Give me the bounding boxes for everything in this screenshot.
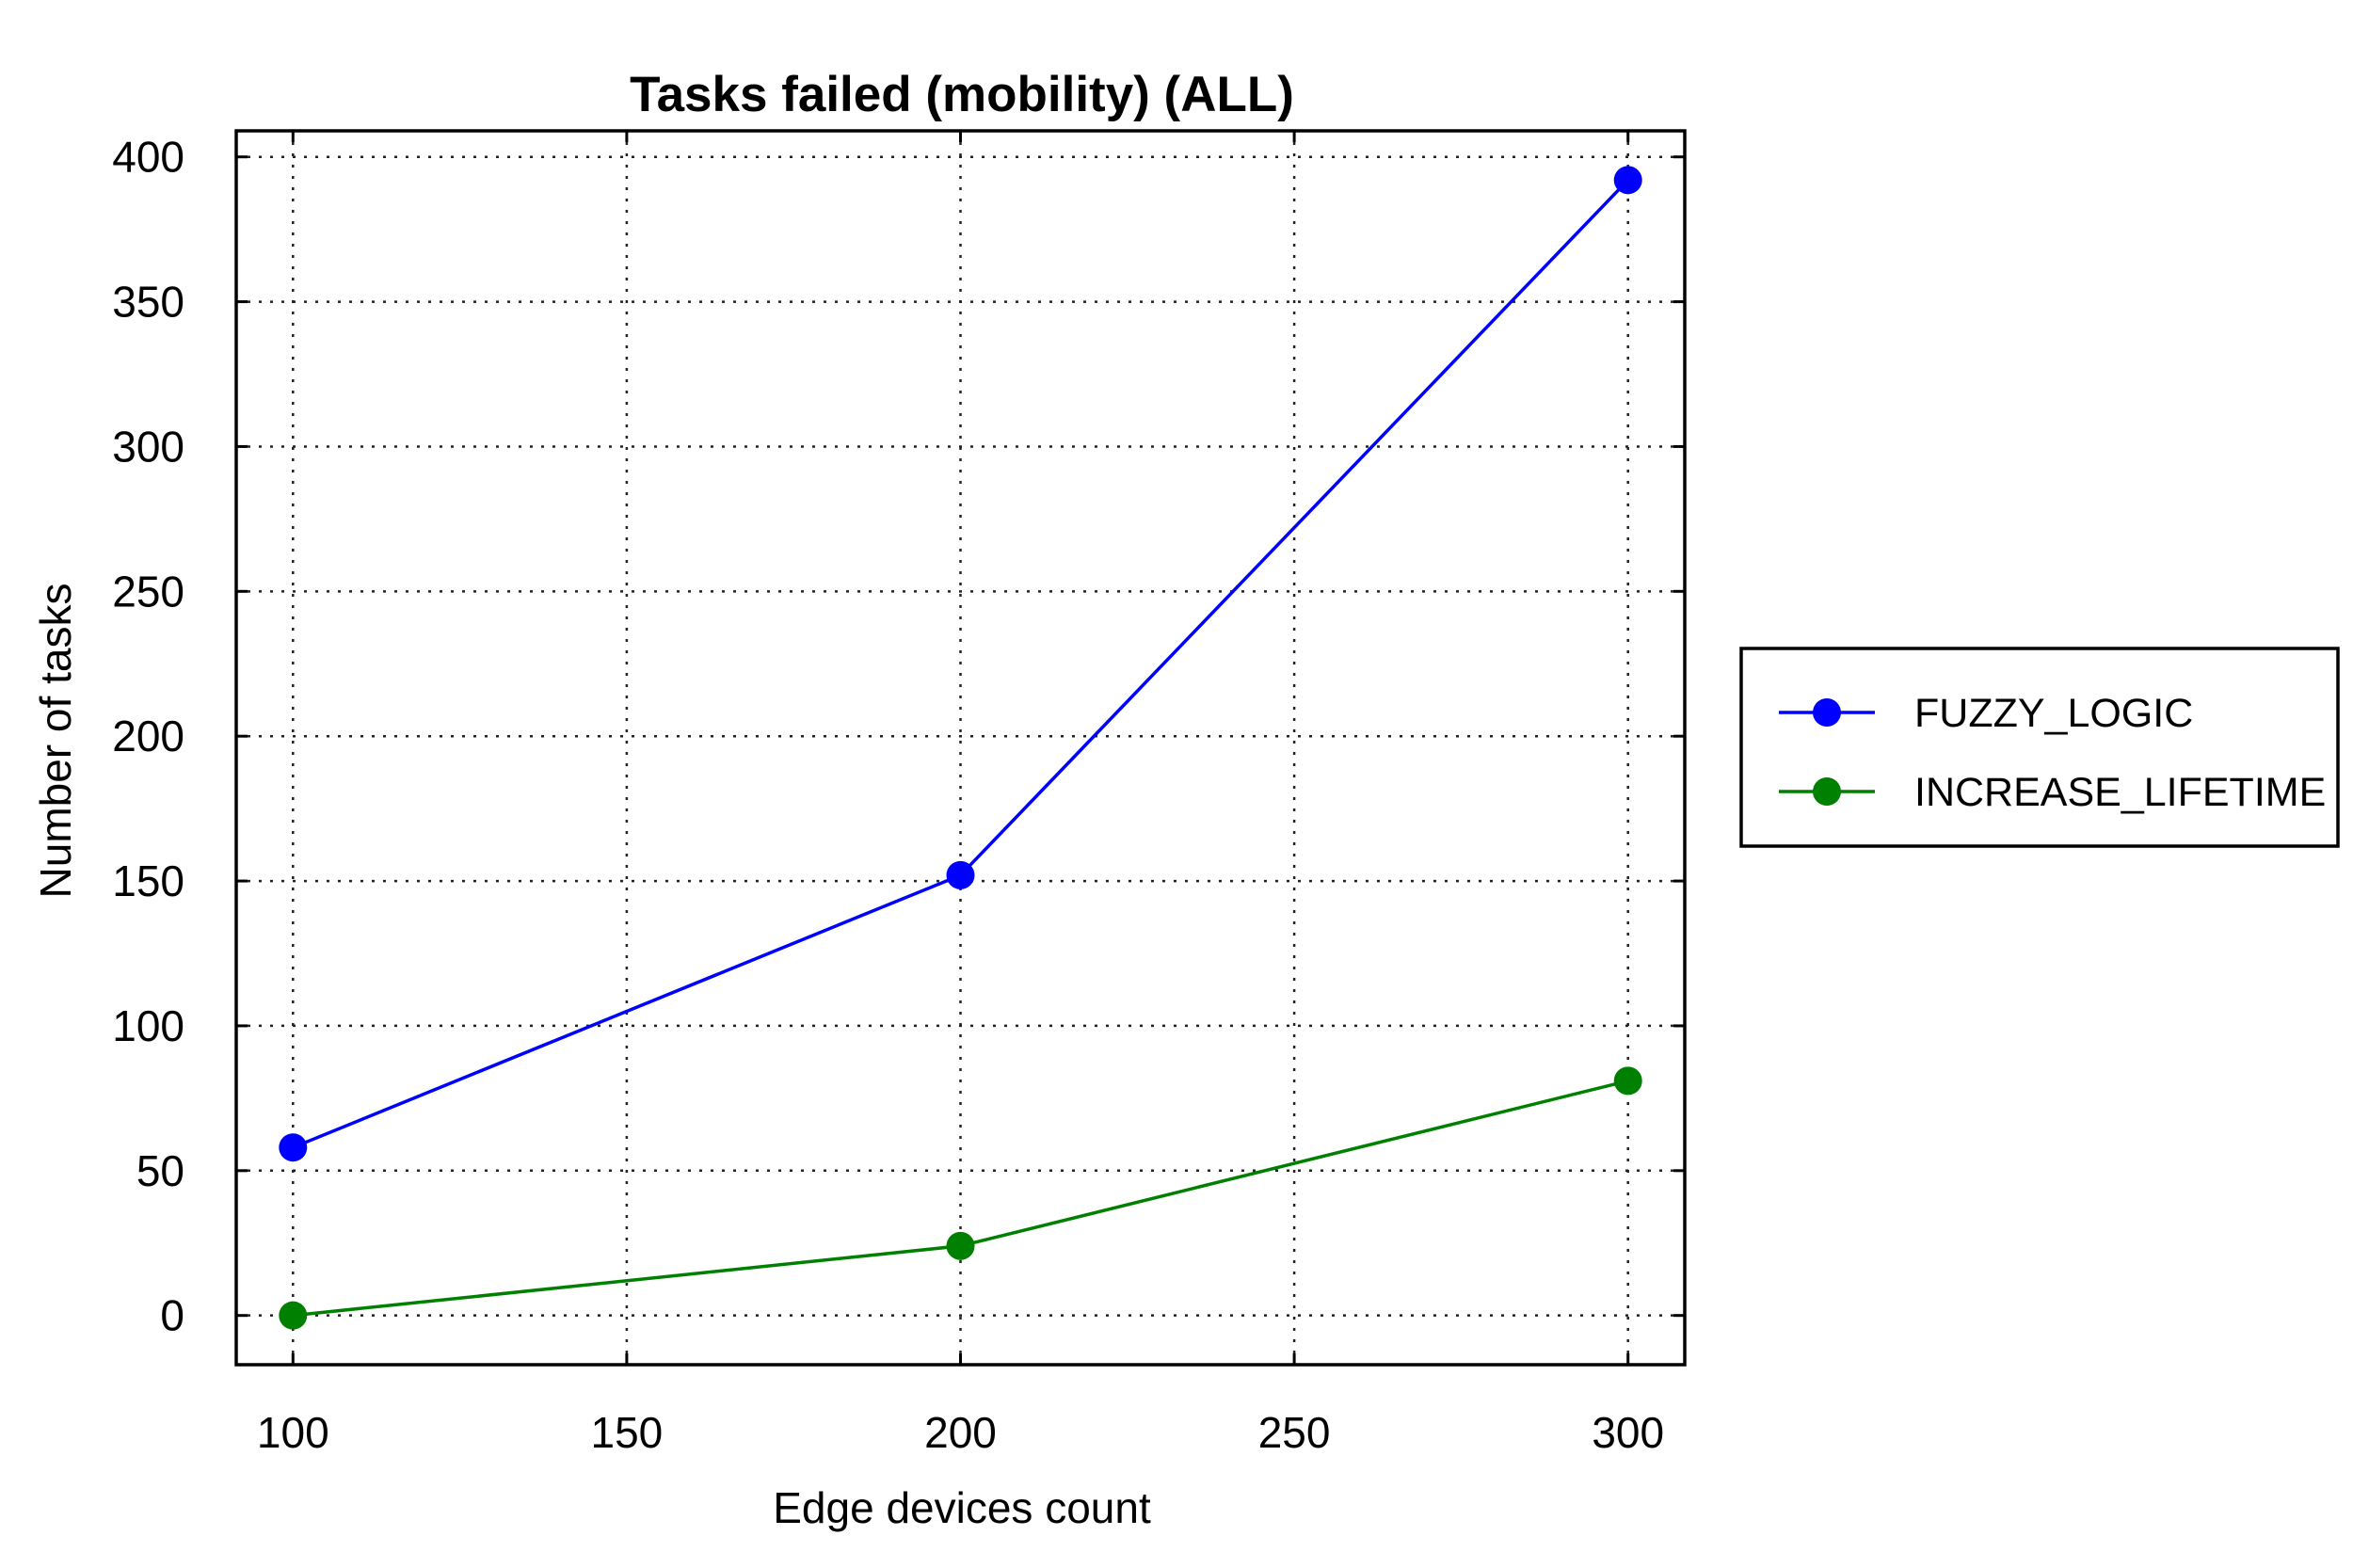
- data-point-fuzzy-logic: [946, 860, 975, 889]
- x-tick-label: 300: [1592, 1408, 1664, 1457]
- plot-frame: [234, 129, 1687, 1367]
- data-point-increase-lifetime: [279, 1301, 308, 1330]
- x-tick-label: 250: [1258, 1408, 1331, 1457]
- x-tick-label: 100: [257, 1408, 329, 1457]
- y-tick-label: 350: [112, 278, 184, 327]
- y-tick-label: 0: [160, 1291, 184, 1340]
- legend-entry-fuzzy-logic: FUZZY_LOGIC: [1779, 691, 2193, 736]
- y-axis-label: Number of tasks: [31, 584, 80, 899]
- y-tick-labels: 0 50 100 150 200 250 300 350 400: [112, 133, 184, 1340]
- y-tick-label: 50: [136, 1146, 184, 1195]
- legend-marker: [1813, 698, 1841, 727]
- y-tick-label: 400: [112, 133, 184, 182]
- x-tick-label: 200: [924, 1408, 997, 1457]
- y-tick-label: 100: [112, 1001, 184, 1050]
- data-point-increase-lifetime: [946, 1231, 975, 1260]
- y-tick-label: 200: [112, 712, 184, 760]
- series-fuzzy-logic: [279, 166, 1642, 1162]
- x-tick-labels: 100 150 200 250 300: [257, 1408, 1664, 1457]
- legend-label: FUZZY_LOGIC: [1914, 691, 2193, 736]
- legend-marker: [1813, 777, 1841, 806]
- x-axis-label: Edge devices count: [773, 1483, 1151, 1532]
- legend-entry-increase-lifetime: INCREASE_LIFETIME: [1779, 770, 2326, 815]
- chart-title: Tasks failed (mobility) (ALL): [630, 67, 1294, 122]
- axis-ticks: [236, 131, 1685, 1365]
- data-point-fuzzy-logic: [1613, 166, 1642, 195]
- y-tick-label: 250: [112, 567, 184, 616]
- series-increase-lifetime: [279, 1066, 1642, 1330]
- x-tick-label: 150: [591, 1408, 664, 1457]
- series: [279, 166, 1642, 1330]
- y-tick-label: 300: [112, 422, 184, 471]
- data-point-fuzzy-logic: [279, 1133, 308, 1162]
- data-point-increase-lifetime: [1613, 1066, 1642, 1096]
- legend-label: INCREASE_LIFETIME: [1914, 770, 2326, 815]
- grid: [236, 131, 1685, 1365]
- legend-box: [1739, 647, 2340, 848]
- y-tick-label: 150: [112, 856, 184, 905]
- legend: FUZZY_LOGIC INCREASE_LIFETIME: [1739, 647, 2340, 848]
